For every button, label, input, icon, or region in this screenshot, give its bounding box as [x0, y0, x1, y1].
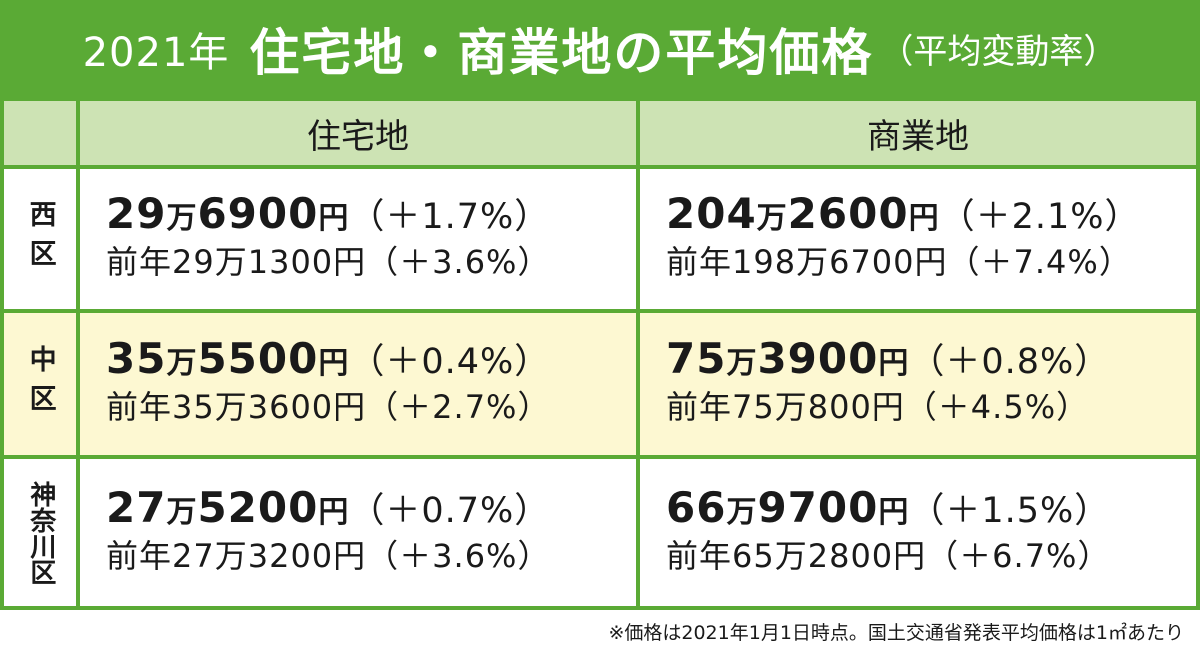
current-price: 66万9700円（＋1.5%） — [666, 482, 1111, 532]
footnote: ※価格は2021年1月1日時点。国土交通省発表平均価格は1㎡あたり — [608, 622, 1184, 644]
title-bar: 2021年 住宅地・商業地の平均価格 （平均変動率） — [0, 0, 1200, 97]
commercial-price-cell: 66万9700円（＋1.5%） 前年65万2800円（＋6.7%） — [640, 459, 1196, 606]
commercial-price-cell: 204万2600円（＋2.1%） 前年198万6700円（＋7.4%） — [640, 169, 1196, 309]
commercial-price-cell: 75万3900円（＋0.8%） 前年75万800円（＋4.5%） — [640, 313, 1196, 455]
residential-price-cell: 35万5500円（＋0.4%） 前年35万3600円（＋2.7%） — [80, 313, 636, 455]
previous-price: 前年75万800円（＋4.5%） — [666, 388, 1090, 427]
price-table: 住宅地 商業地 西区 29万6900円（＋1.7%） 前年29万1300円（＋3… — [0, 97, 1200, 610]
previous-price: 前年27万3200円（＋3.6%） — [106, 536, 551, 575]
current-price: 27万5200円（＋0.7%） — [106, 482, 551, 532]
current-price: 35万5500円（＋0.4%） — [106, 334, 551, 384]
header-residential: 住宅地 — [80, 101, 636, 165]
title-year: 2021年 — [82, 29, 230, 76]
residential-price-cell: 29万6900円（＋1.7%） 前年29万1300円（＋3.6%） — [80, 169, 636, 309]
previous-price: 前年35万3600円（＋2.7%） — [106, 388, 551, 427]
title-main: 住宅地・商業地の平均価格 — [249, 23, 874, 82]
current-price: 29万6900円（＋1.7%） — [106, 189, 551, 239]
header-corner — [4, 101, 76, 165]
header-commercial: 商業地 — [640, 101, 1196, 165]
district-label: 中区 — [4, 313, 76, 455]
title-sub: （平均変動率） — [879, 32, 1118, 72]
current-price: 204万2600円（＋2.1%） — [666, 189, 1141, 239]
current-price: 75万3900円（＋0.8%） — [666, 334, 1111, 384]
previous-price: 前年65万2800円（＋6.7%） — [666, 536, 1111, 575]
previous-price: 前年198万6700円（＋7.4%） — [666, 243, 1132, 282]
district-label: 西区 — [4, 169, 76, 309]
residential-price-cell: 27万5200円（＋0.7%） 前年27万3200円（＋3.6%） — [80, 459, 636, 606]
previous-price: 前年29万1300円（＋3.6%） — [106, 243, 551, 282]
district-label: 神奈川区 — [4, 459, 76, 606]
